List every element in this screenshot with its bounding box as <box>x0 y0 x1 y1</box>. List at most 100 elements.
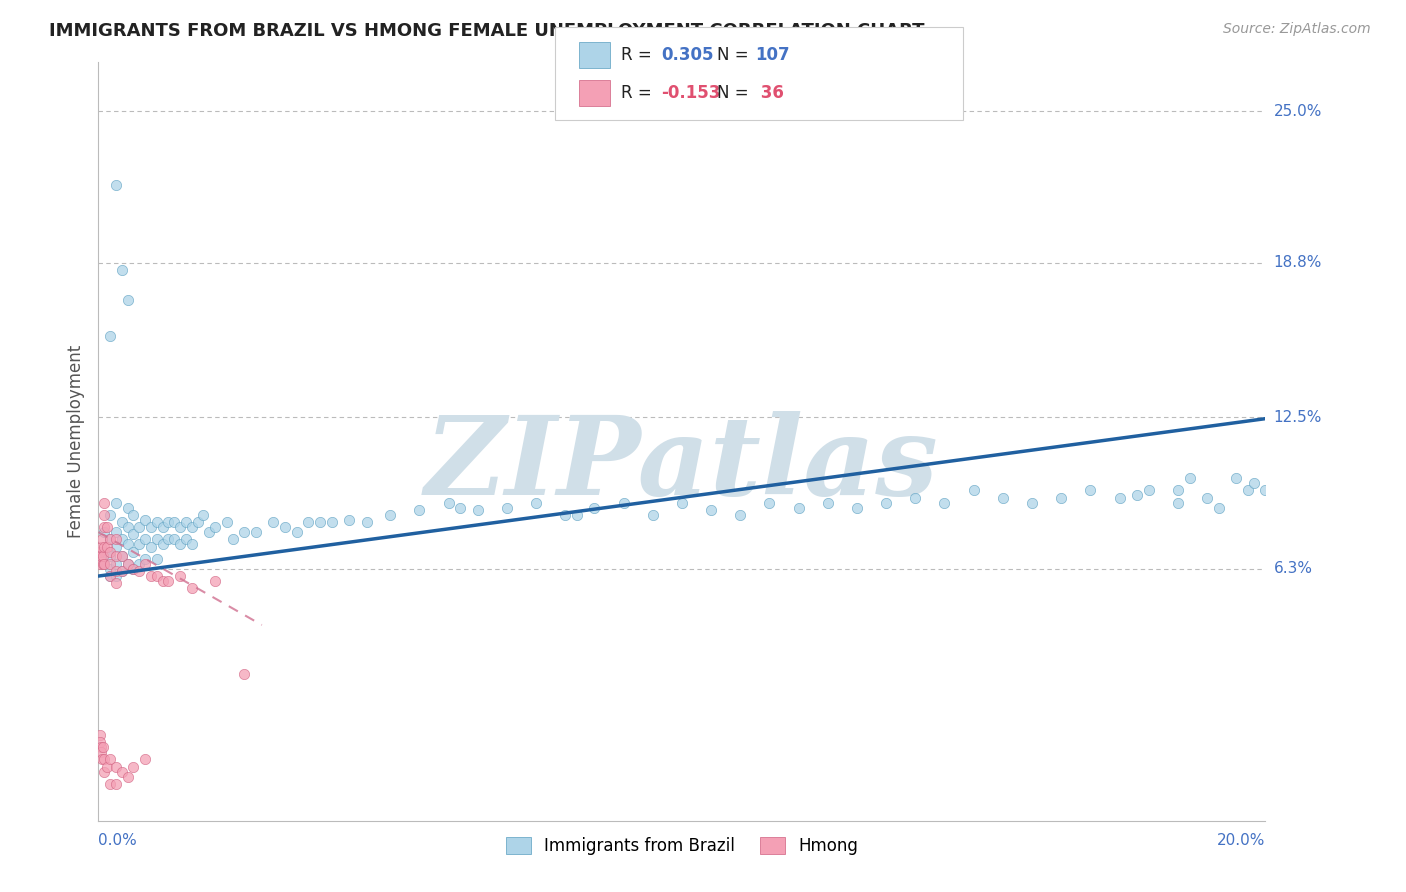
Point <box>787 500 810 515</box>
Point <box>1126 488 1149 502</box>
Point <box>104 533 127 547</box>
Point <box>128 537 150 551</box>
Point <box>174 533 197 547</box>
Point <box>91 740 114 755</box>
Point <box>98 752 121 766</box>
Point <box>96 520 118 534</box>
Point <box>1265 471 1288 485</box>
Point <box>233 666 256 681</box>
Point <box>1108 491 1130 505</box>
Point <box>221 533 243 547</box>
Point <box>174 515 197 529</box>
Point <box>104 557 127 571</box>
Point <box>117 293 139 307</box>
Point <box>1167 483 1189 498</box>
Point <box>583 500 606 515</box>
Point <box>104 564 127 578</box>
Point <box>875 496 897 510</box>
Point <box>98 777 121 791</box>
Point <box>169 537 191 551</box>
Point <box>98 533 121 547</box>
Point <box>93 752 115 766</box>
Point <box>128 520 150 534</box>
Point <box>111 764 134 779</box>
Point <box>934 496 956 510</box>
Point <box>96 540 118 554</box>
Point <box>98 508 121 522</box>
Point <box>152 537 174 551</box>
Point <box>204 574 226 588</box>
Point <box>111 564 134 578</box>
Text: 25.0%: 25.0% <box>1274 103 1322 119</box>
Point <box>117 500 139 515</box>
Point <box>90 549 112 564</box>
Point <box>1137 483 1160 498</box>
Point <box>104 777 127 791</box>
Point <box>309 515 332 529</box>
Point <box>104 540 127 554</box>
Text: R =: R = <box>621 84 658 102</box>
Point <box>91 549 114 564</box>
Point <box>380 508 402 522</box>
Point <box>641 508 664 522</box>
Point <box>297 515 319 529</box>
Point <box>262 515 284 529</box>
Point <box>193 508 215 522</box>
Point <box>98 569 121 583</box>
Point <box>817 496 839 510</box>
Point <box>337 513 360 527</box>
Point <box>1050 491 1073 505</box>
Point <box>187 515 209 529</box>
Point <box>93 764 115 779</box>
Text: 0.305: 0.305 <box>661 46 713 64</box>
Point <box>139 540 162 554</box>
Point <box>146 552 169 566</box>
Point <box>93 520 115 534</box>
Point <box>93 508 115 522</box>
Point <box>169 569 191 583</box>
Point <box>111 549 134 564</box>
Point <box>169 520 191 534</box>
Point <box>233 524 256 539</box>
Point <box>1225 471 1247 485</box>
Point <box>496 500 519 515</box>
Point <box>321 515 343 529</box>
Point <box>122 508 145 522</box>
Point <box>128 557 150 571</box>
Point <box>1178 471 1201 485</box>
Point <box>157 574 180 588</box>
Point <box>157 515 180 529</box>
Point <box>93 557 115 571</box>
Point <box>122 562 145 576</box>
Text: 107: 107 <box>755 46 790 64</box>
Point <box>117 520 139 534</box>
Point <box>356 515 378 529</box>
Point <box>111 263 134 277</box>
Point <box>111 549 134 564</box>
Point <box>128 564 150 578</box>
Point <box>962 483 984 498</box>
Point <box>139 520 162 534</box>
Point <box>467 503 489 517</box>
Point <box>134 513 156 527</box>
Point <box>215 515 238 529</box>
Point <box>1167 496 1189 510</box>
Point <box>93 524 115 539</box>
Point <box>152 520 174 534</box>
Point <box>89 557 111 571</box>
Point <box>1195 491 1218 505</box>
Point <box>117 537 139 551</box>
Point <box>134 752 156 766</box>
Point <box>104 760 127 774</box>
Text: 6.3%: 6.3% <box>1274 561 1313 576</box>
Point <box>758 496 780 510</box>
Text: ZIPatlas: ZIPatlas <box>425 410 939 518</box>
Text: 20.0%: 20.0% <box>1218 833 1265 848</box>
Point <box>90 740 112 755</box>
Point <box>111 533 134 547</box>
Y-axis label: Female Unemployment: Female Unemployment <box>66 345 84 538</box>
Point <box>146 533 169 547</box>
Point <box>93 544 115 558</box>
Point <box>730 508 752 522</box>
Point <box>89 728 111 742</box>
